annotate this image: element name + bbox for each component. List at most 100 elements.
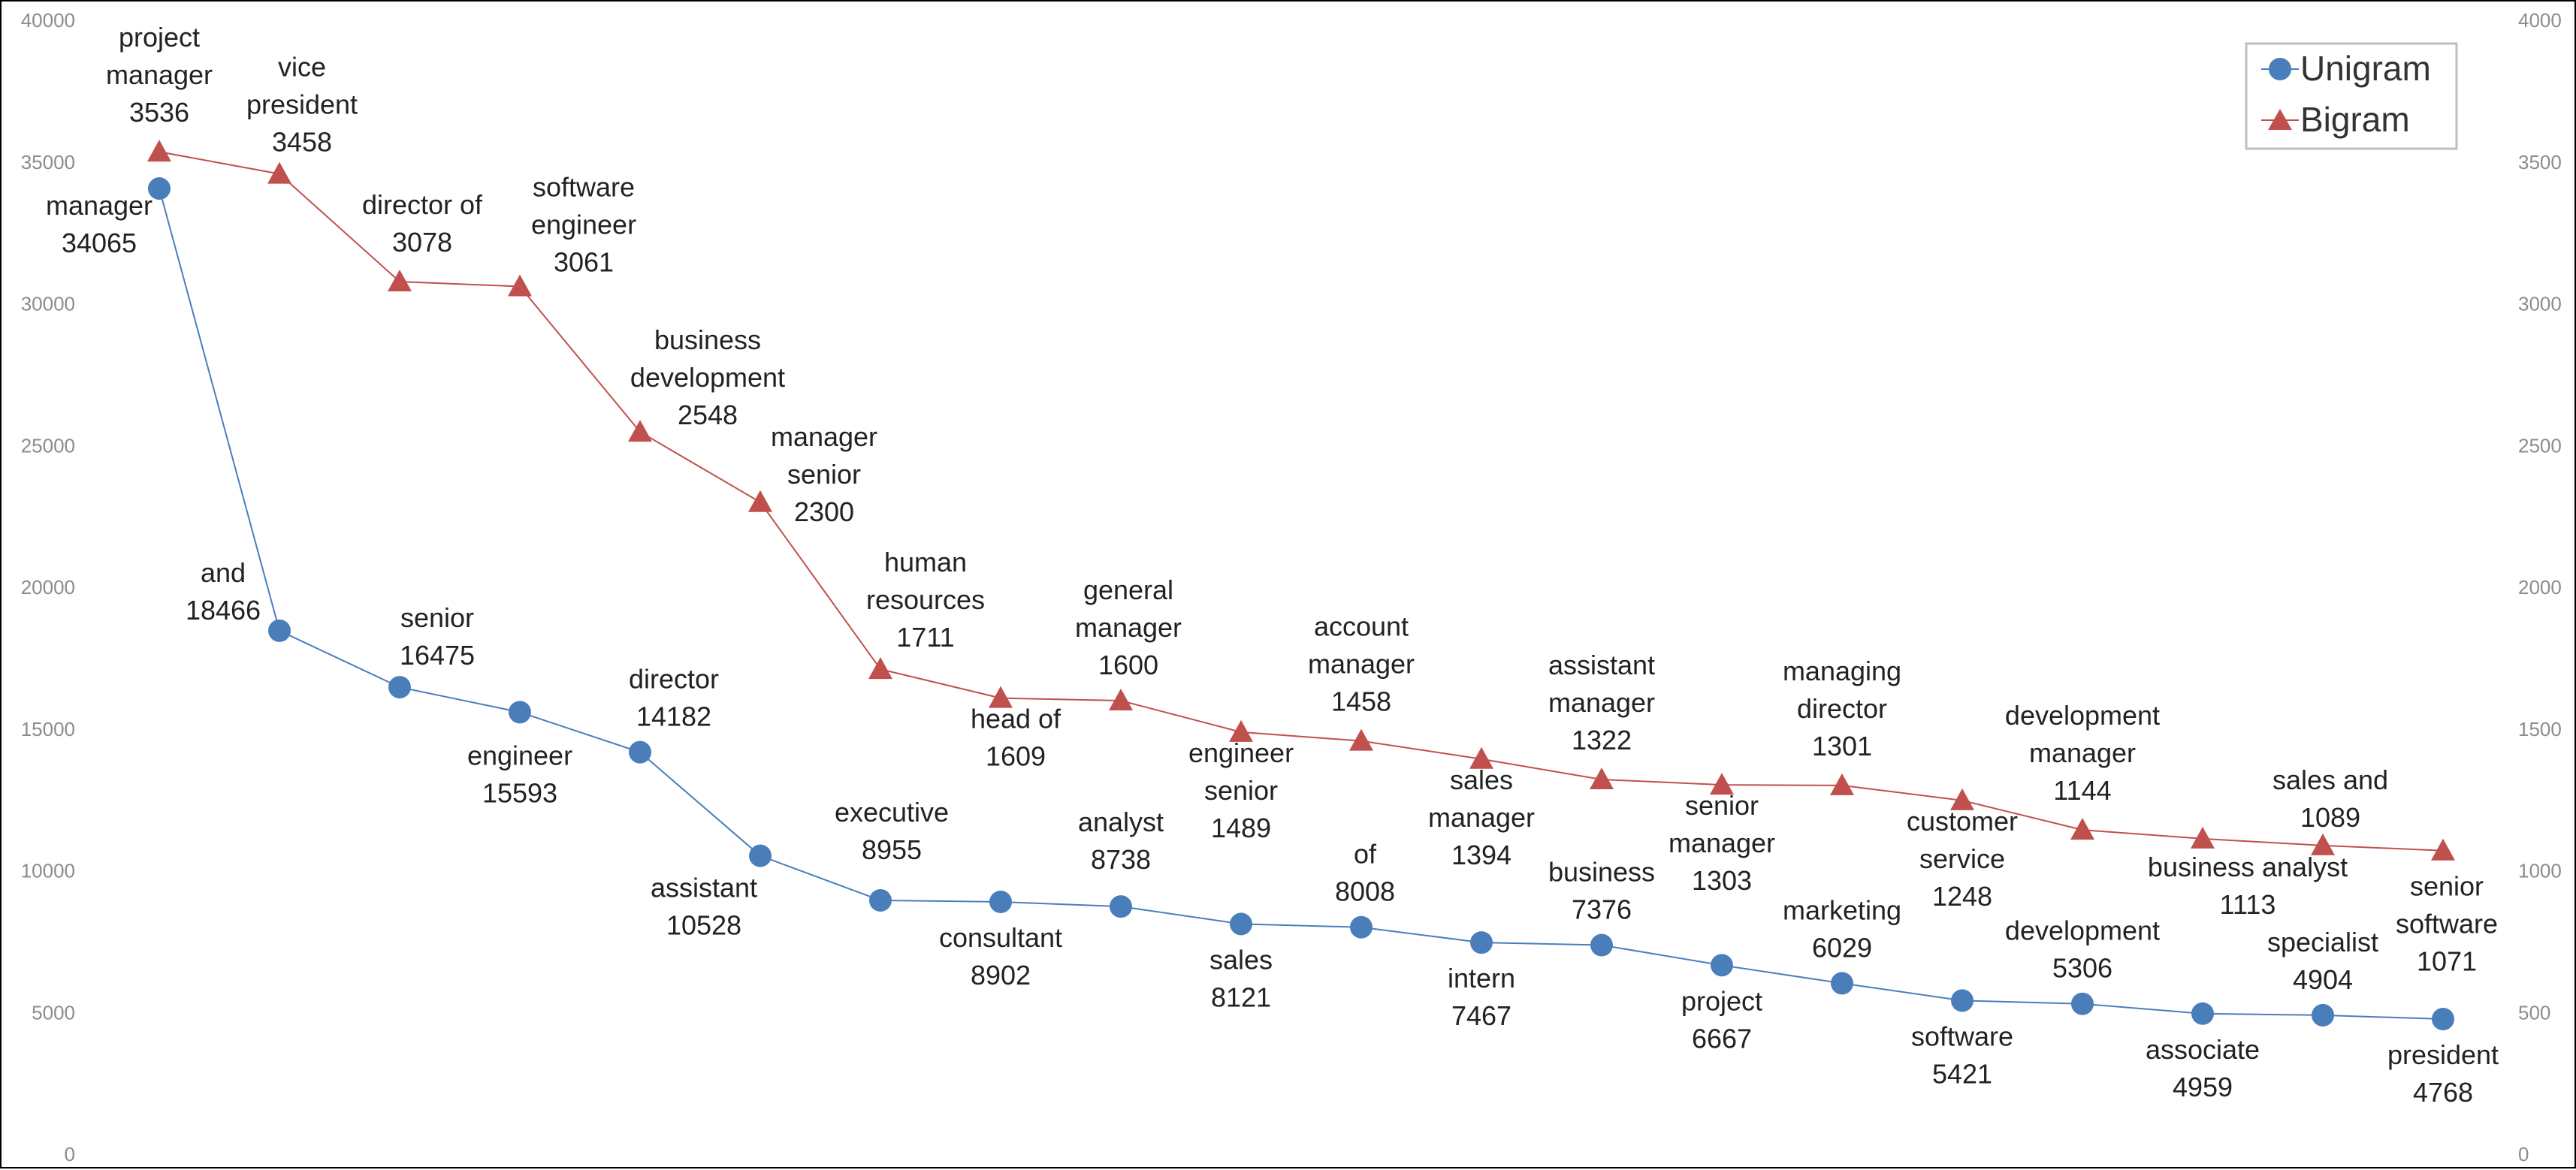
bigram-label-category-word: manager [771,421,877,452]
bigram-point-17 [2191,826,2215,849]
bigram-point-11 [1469,746,1493,769]
unigram-label-value: 4904 [2293,964,2353,995]
bigram-point-4-label: business development 2548 [630,324,785,430]
label-layer: manager 34065 and 18466 senior 16475 engineer 1… [46,22,2499,1108]
bigram-label-category-word: assistant [1548,650,1655,680]
bigram-point-19-label: senior software 1071 [2396,871,2498,977]
bigram-label-category-word: service [1919,843,2005,874]
bigram-point-2 [388,270,412,292]
bigram-point-18-label: sales and 1089 [2272,764,2388,833]
bigram-label-value: 1458 [1331,686,1391,717]
unigram-point-4-label: director 14182 [629,664,719,732]
y-tick-left: 40000 [21,9,75,32]
unigram-label-category: development [2005,915,2160,946]
unigram-point-1 [268,619,291,642]
bigram-label-category-word: vice [278,52,326,83]
y-tick-left: 20000 [21,576,75,599]
y-tick-left: 10000 [21,860,75,882]
bigram-point-4 [628,420,652,442]
unigram-point-11-label: intern 7467 [1448,963,1515,1031]
unigram-label-value: 14182 [636,701,711,732]
unigram-label-value: 16475 [400,640,475,671]
unigram-label-value: 7467 [1451,1000,1511,1031]
bigram-label-value: 3061 [554,246,614,277]
unigram-point-9 [1230,912,1252,936]
y-tick-left: 0 [65,1143,75,1165]
bigram-point-14-label: managing director 1301 [1783,656,1901,761]
bigram-point-9-label: engineer senior 1489 [1188,737,1294,843]
y-tick-left: 5000 [32,1001,75,1024]
bigram-label-category-word: engineer [531,209,636,240]
bigram-label-category-word: senior [1204,775,1278,806]
bigram-point-12-label: assistant manager 1322 [1548,650,1655,755]
unigram-label-value: 34065 [62,228,137,258]
unigram-point-8 [1110,895,1132,918]
bigram-point-3 [508,274,532,297]
unigram-label-category: and [201,557,246,588]
bigram-label-value: 1322 [1572,725,1632,755]
unigram-point-19 [2432,1008,2454,1031]
bigram-label-category-word: project [119,22,200,53]
bigram-label-value: 1489 [1211,813,1271,843]
bigram-label-category-word: manager [106,59,213,90]
bigram-label-value: 1609 [986,741,1046,772]
unigram-point-9-label: sales 8121 [1209,944,1273,1012]
bigram-point-19 [2431,838,2455,861]
unigram-point-7 [989,890,1012,913]
legend: Unigram Bigram [2245,42,2458,150]
bigram-series-line [159,151,2444,852]
bigram-label-value: 1394 [1451,840,1511,870]
bigram-label-category-word: manager [2029,737,2136,768]
bigram-label-category-word: sales [1450,764,1513,795]
bigram-label-category-word: human [884,547,967,577]
series-layer [147,140,2455,1031]
unigram-label-category: of [1354,839,1377,870]
bigram-label-category: business analyst [2148,852,2348,882]
unigram-point-3 [509,701,531,724]
unigram-label-category: president [2387,1039,2499,1070]
bigram-label-value: 1600 [1098,650,1158,680]
unigram-label-category: sales [1209,944,1273,975]
bigram-label-category-word: software [533,171,635,202]
y-tick-right: 1500 [2518,718,2562,740]
unigram-label-category: intern [1448,963,1515,994]
axis-layer: 0500010000150002000025000300003500040000… [21,9,2562,1165]
bigram-point-0-label: project manager 3536 [106,22,213,128]
bigram-label-category-word: manager [1075,612,1182,643]
y-tick-left: 35000 [21,151,75,173]
bigram-label-category-word: resources [866,584,985,615]
bigram-point-15 [1950,788,1974,810]
bigram-label-value: 1089 [2300,802,2360,833]
unigram-point-2-label: senior 16475 [400,602,475,671]
bigram-label-category-word: manager [1669,828,1775,858]
bigram-point-6-label: human resources 1711 [866,547,985,653]
unigram-label-value: 8955 [862,834,922,865]
unigram-point-18 [2312,1003,2334,1027]
bigram-label-value: 1248 [1932,881,1992,912]
unigram-label-category: analyst [1078,807,1164,837]
unigram-series-line [159,188,2444,1021]
unigram-point-10 [1350,915,1373,939]
bigram-label-category-word: manager [1308,649,1415,680]
unigram-label-value: 8008 [1335,876,1395,907]
bigram-point-1 [267,161,291,184]
unigram-label-category: assistant [651,873,757,903]
unigram-point-12-label: business 7376 [1548,857,1655,925]
unigram-point-3-label: engineer 15593 [467,740,572,808]
unigram-point-17 [2191,1002,2214,1025]
unigram-label-value: 18466 [186,595,261,626]
bigram-label-category-word: customer [1907,806,2018,837]
bigram-label-category: director of [362,189,483,220]
unigram-point-16 [2071,992,2094,1015]
unigram-point-19-label: president 4768 [2387,1039,2499,1108]
legend-unigram-marker [2269,58,2291,80]
unigram-label-category: marketing [1783,894,1901,925]
unigram-point-17-label: associate 4959 [2146,1034,2260,1102]
unigram-label-category: associate [2146,1034,2260,1065]
unigram-label-category: project [1681,985,1762,1016]
y-tick-right: 3000 [2518,293,2562,315]
unigram-point-16-label: development 5306 [2005,915,2160,984]
unigram-point-6-label: executive 8955 [835,797,949,865]
unigram-label-category: senior [400,602,474,633]
